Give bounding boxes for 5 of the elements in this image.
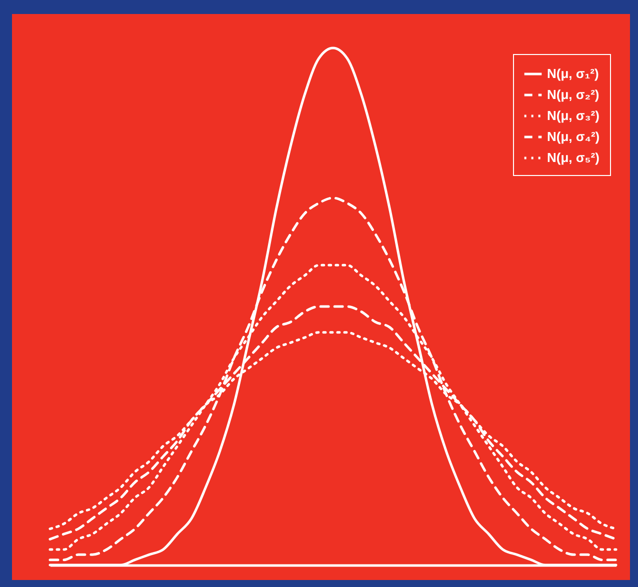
legend-label: N(μ, σ₂²) — [547, 87, 600, 102]
legend-label: N(μ, σ₃²) — [547, 108, 600, 123]
legend-label: N(μ, σ₅²) — [547, 150, 600, 165]
legend-label: N(μ, σ₄²) — [547, 129, 600, 144]
legend-label: N(μ, σ₁²) — [547, 66, 599, 81]
